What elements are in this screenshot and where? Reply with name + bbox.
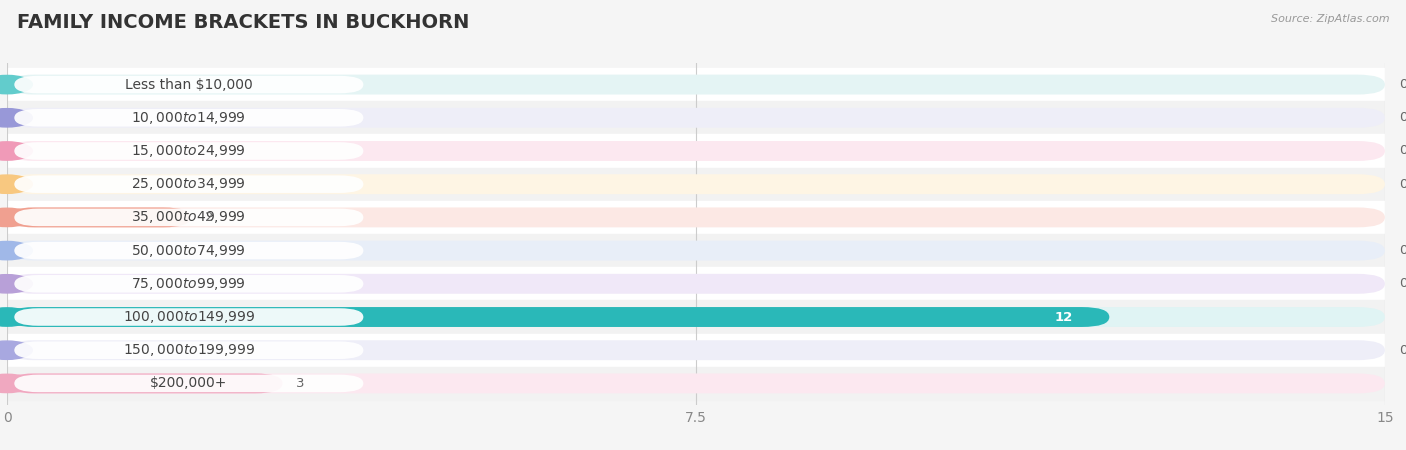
- Circle shape: [0, 242, 32, 260]
- Text: $35,000 to $49,999: $35,000 to $49,999: [131, 209, 246, 225]
- Text: 0: 0: [1399, 344, 1406, 357]
- Bar: [7, 201, 1385, 234]
- FancyBboxPatch shape: [7, 307, 1385, 327]
- Bar: [7, 333, 1385, 367]
- Circle shape: [0, 274, 32, 293]
- Text: 2: 2: [204, 211, 214, 224]
- FancyBboxPatch shape: [7, 174, 1385, 194]
- FancyBboxPatch shape: [7, 374, 283, 393]
- Circle shape: [0, 175, 32, 194]
- Circle shape: [0, 341, 32, 360]
- FancyBboxPatch shape: [7, 207, 1385, 227]
- FancyBboxPatch shape: [14, 176, 363, 193]
- FancyBboxPatch shape: [14, 142, 363, 160]
- Text: $10,000 to $14,999: $10,000 to $14,999: [131, 110, 246, 126]
- Text: 12: 12: [1054, 310, 1073, 324]
- Text: Less than $10,000: Less than $10,000: [125, 77, 253, 92]
- Bar: [7, 234, 1385, 267]
- Bar: [7, 301, 1385, 333]
- Text: 0: 0: [1399, 277, 1406, 290]
- FancyBboxPatch shape: [14, 76, 363, 93]
- Text: 0: 0: [1399, 244, 1406, 257]
- FancyBboxPatch shape: [14, 209, 363, 226]
- Circle shape: [0, 108, 32, 127]
- Circle shape: [0, 308, 32, 326]
- Text: 3: 3: [297, 377, 305, 390]
- Text: $100,000 to $149,999: $100,000 to $149,999: [122, 309, 254, 325]
- FancyBboxPatch shape: [7, 307, 1109, 327]
- FancyBboxPatch shape: [14, 242, 363, 259]
- FancyBboxPatch shape: [14, 109, 363, 126]
- Text: $75,000 to $99,999: $75,000 to $99,999: [131, 276, 246, 292]
- Bar: [7, 167, 1385, 201]
- Text: $50,000 to $74,999: $50,000 to $74,999: [131, 243, 246, 259]
- Text: $15,000 to $24,999: $15,000 to $24,999: [131, 143, 246, 159]
- FancyBboxPatch shape: [7, 207, 191, 227]
- FancyBboxPatch shape: [7, 374, 1385, 393]
- FancyBboxPatch shape: [7, 75, 1385, 94]
- Text: $25,000 to $34,999: $25,000 to $34,999: [131, 176, 246, 192]
- FancyBboxPatch shape: [7, 141, 1385, 161]
- Text: Source: ZipAtlas.com: Source: ZipAtlas.com: [1271, 14, 1389, 23]
- Bar: [7, 135, 1385, 167]
- Text: 0: 0: [1399, 78, 1406, 91]
- Bar: [7, 101, 1385, 135]
- Text: $150,000 to $199,999: $150,000 to $199,999: [122, 342, 254, 358]
- Circle shape: [0, 76, 32, 94]
- Circle shape: [0, 374, 32, 392]
- FancyBboxPatch shape: [7, 108, 1385, 128]
- FancyBboxPatch shape: [14, 342, 363, 359]
- Text: $200,000+: $200,000+: [150, 376, 228, 391]
- FancyBboxPatch shape: [7, 340, 1385, 360]
- FancyBboxPatch shape: [14, 275, 363, 292]
- Text: 0: 0: [1399, 111, 1406, 124]
- FancyBboxPatch shape: [7, 274, 1385, 294]
- Text: FAMILY INCOME BRACKETS IN BUCKHORN: FAMILY INCOME BRACKETS IN BUCKHORN: [17, 14, 470, 32]
- Bar: [7, 68, 1385, 101]
- Text: 0: 0: [1399, 144, 1406, 158]
- Circle shape: [0, 208, 32, 226]
- FancyBboxPatch shape: [14, 308, 363, 326]
- FancyBboxPatch shape: [7, 241, 1385, 261]
- Bar: [7, 367, 1385, 400]
- Circle shape: [0, 142, 32, 160]
- FancyBboxPatch shape: [14, 375, 363, 392]
- Bar: [7, 267, 1385, 301]
- Text: 0: 0: [1399, 178, 1406, 191]
